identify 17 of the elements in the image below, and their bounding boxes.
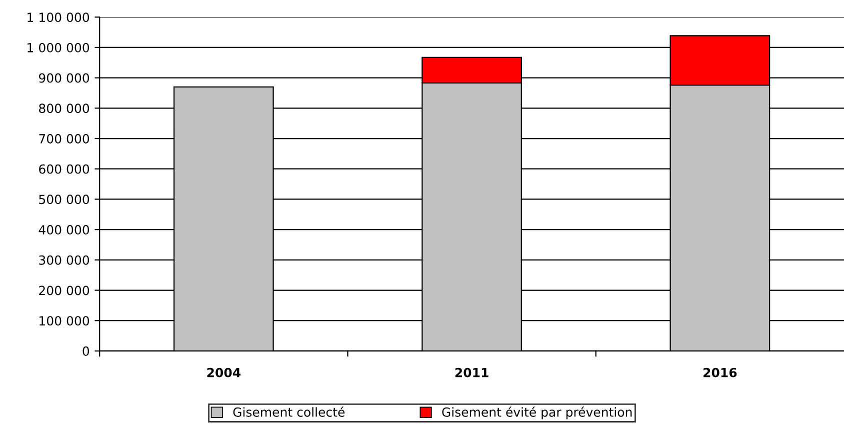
y-tick-label: 700 000 — [39, 134, 90, 144]
y-tick-label: 0 — [82, 346, 90, 356]
y-tick-label: 600 000 — [39, 164, 90, 174]
y-tick-label: 200 000 — [39, 286, 90, 296]
legend-label: Gisement collecté — [233, 406, 345, 417]
y-tick-label: 300 000 — [39, 255, 90, 265]
x-tick-label: 2011 — [455, 368, 488, 378]
y-tick-label: 1 100 000 — [28, 12, 90, 22]
y-tick-label: 800 000 — [39, 104, 90, 114]
y-tick-label: 1 000 000 — [28, 42, 90, 52]
y-tick-label: 400 000 — [38, 225, 90, 234]
x-tick-label: 2016 — [704, 368, 737, 378]
y-tick-label: 500 000 — [39, 194, 90, 204]
y-tick-label: 900 000 — [38, 73, 90, 83]
y-tick-label: 100 000 — [40, 316, 90, 326]
legend-label: Gisement évité par prévention — [442, 406, 632, 420]
x-tick-label: 2004 — [207, 368, 240, 378]
